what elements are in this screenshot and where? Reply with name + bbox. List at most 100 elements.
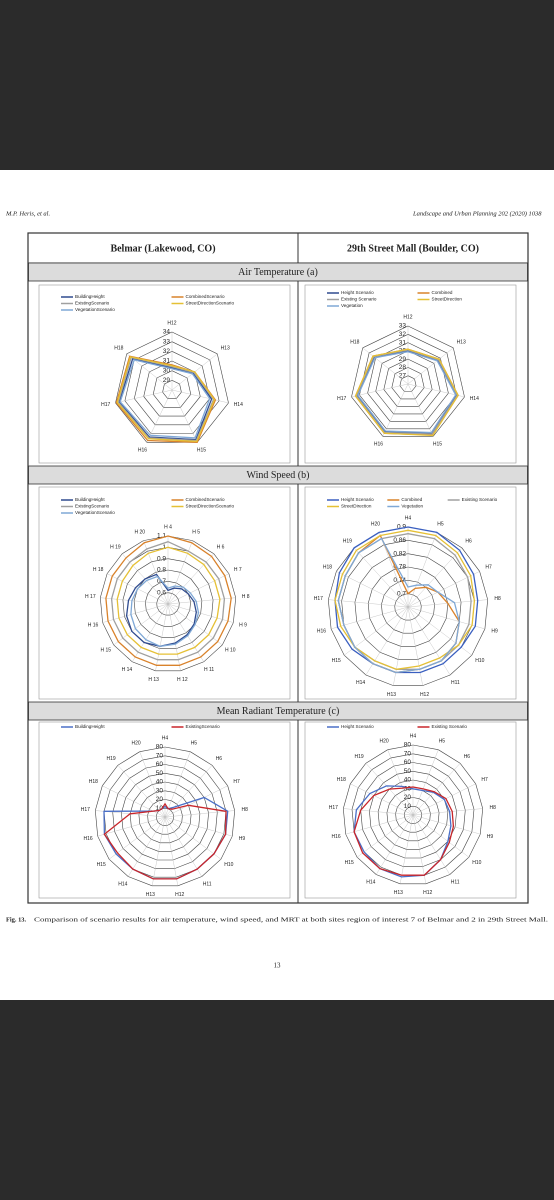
page-number: 13 [274,962,282,970]
r-tick-label: 1 [162,544,166,551]
category-label: H17 [314,596,323,602]
category-label: H19 [355,754,364,760]
category-label: H11 [203,881,212,887]
category-label: H15 [345,860,354,866]
category-label: H15 [332,658,341,664]
r-tick-label: 31 [163,358,171,365]
r-tick-label: 80 [404,742,412,749]
spoke [350,783,414,816]
r-tick-label: 33 [163,338,171,345]
grid-ring [152,370,192,408]
category-label: H4 [405,515,412,521]
series-line [105,535,232,666]
grid-ring [394,593,422,621]
caption-text: Comparison of scenario results for air t… [34,916,549,923]
spoke [139,751,166,818]
category-label: H9 [491,629,498,635]
spoke [407,532,438,608]
category-label: H4 [162,735,169,741]
grid-ring [375,350,441,415]
series-line [353,786,455,876]
category-label: H 17 [85,594,96,600]
category-label: H 20 [135,530,146,536]
category-label: H10 [472,860,481,866]
spoke [164,816,179,886]
category-label: H17 [337,396,346,402]
legend-label: ExistingScenario [186,724,221,729]
r-tick-label: 70 [404,750,412,757]
spoke [399,814,414,884]
category-label: H 10 [225,648,236,654]
category-label: H15 [197,448,206,454]
legend-label: CombinedScenario [186,294,226,299]
grid-ring [403,805,423,824]
r-tick-label: 0.82 [393,550,406,557]
category-label: H17 [81,807,90,813]
spoke [387,749,414,816]
category-label: H12 [420,692,429,698]
r-tick-label: 30 [404,785,412,792]
series-line [119,359,211,439]
category-label: H13 [146,892,155,898]
category-label: H13 [221,346,230,352]
category-label: H14 [234,402,243,408]
section-band [28,465,528,485]
series-line [118,357,213,441]
r-tick-label: 0.86 [393,537,406,544]
chart-frame [38,721,291,899]
category-label: H17 [101,402,110,408]
category-label: H7 [485,565,492,571]
category-label: H 14 [122,667,133,673]
section-title: Air Temperature (a) [238,267,318,278]
category-label: H16 [83,836,92,842]
spoke [143,540,169,605]
spoke [117,765,166,818]
spoke [375,814,414,875]
category-label: H5 [191,741,198,747]
r-tick-label: 0.6 [157,589,166,596]
legend-label: Existing Scenario [341,297,377,302]
running-journal: Landscape and Urban Planning 202 (2020) … [412,210,542,217]
grid-ring [155,807,175,826]
r-tick-label: 0.8 [157,567,166,574]
category-label: H 16 [88,622,99,628]
spoke [357,814,414,858]
section-band [28,701,528,721]
legend-label: StreetDirectionScenario [186,504,235,509]
r-tick-label: 34 [163,329,171,336]
category-label: H5 [437,521,444,527]
r-tick-label: 0.74 [393,577,406,584]
r-tick-label: 0.78 [393,564,406,571]
category-label: H14 [366,879,375,885]
category-label: H18 [323,565,332,571]
spoke [407,383,434,437]
spoke [412,814,451,875]
spoke [115,389,173,404]
category-label: H9 [239,836,246,842]
category-label: H8 [494,596,501,602]
r-tick-label: 40 [404,777,412,784]
spoke [164,816,203,877]
grid-ring [94,746,236,887]
grid-ring [342,744,484,885]
category-label: H19 [107,756,116,762]
spoke [102,785,166,818]
spoke [151,816,166,886]
category-label: H10 [224,862,233,868]
r-tick-label: 1.1 [157,533,166,540]
category-label: H4 [410,733,417,739]
category-label: H11 [451,680,460,686]
category-label: H14 [470,396,479,402]
grid-ring [327,526,489,686]
spoke [412,763,461,816]
legend-label: BuildingHeight [75,294,105,299]
section-band [28,262,528,282]
grid-ring [138,790,192,844]
category-label: H15 [433,442,442,448]
category-label: H 13 [148,677,159,683]
spoke [382,383,409,437]
series-line [103,802,227,880]
legend-label: VegetationScenario [75,307,115,312]
category-label: H 12 [177,677,188,683]
